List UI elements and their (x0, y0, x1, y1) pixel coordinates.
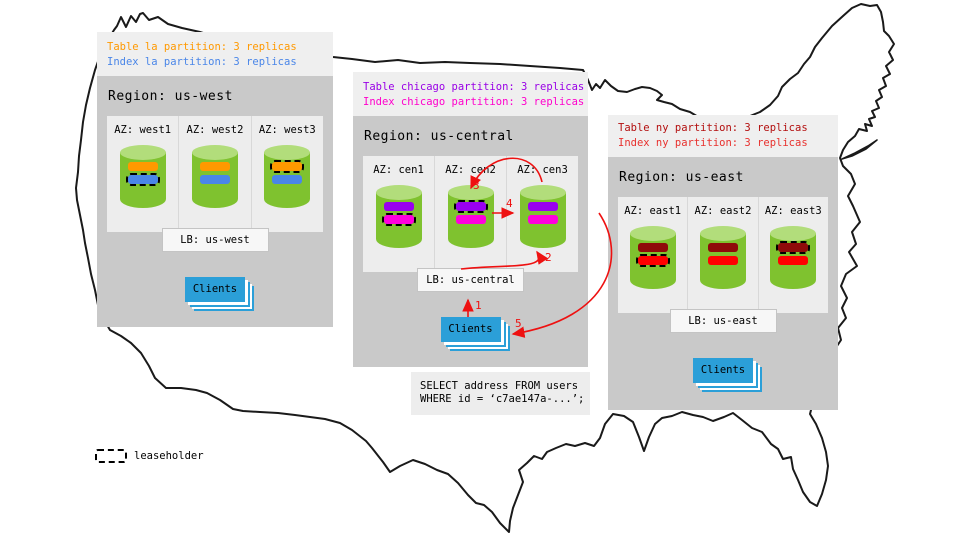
az-west2: AZ: west2 (179, 116, 252, 232)
az-east2: AZ: east2 (688, 197, 759, 313)
cylinder-top (119, 145, 166, 160)
cylinder-top (770, 226, 817, 241)
cylinder-top (629, 226, 676, 241)
az-cen1: AZ: cen1 (363, 156, 435, 272)
az-row: AZ: east1 AZ: east2 (618, 197, 828, 313)
az-east1: AZ: east1 (618, 197, 689, 313)
load-balancer-us-east: LB: us-east (669, 309, 777, 333)
sql-query-box: SELECT address FROM users WHERE id = ‘c7… (411, 372, 590, 415)
leaseholder-legend-label: leaseholder (134, 450, 204, 462)
index-replica-bar (455, 215, 486, 224)
cylinder-top (191, 145, 238, 160)
az-east3: AZ: east3 (759, 197, 828, 313)
index-replica-bar (527, 215, 558, 224)
region-title: Region: us-central (364, 129, 514, 144)
az-label: AZ: west1 (114, 124, 172, 136)
clients-us-east: Clients (693, 358, 753, 383)
region-title: Region: us-east (619, 170, 744, 185)
table-replica-bar (707, 243, 738, 252)
az-label: AZ: cen1 (373, 164, 424, 176)
db-node-cylinder (375, 185, 422, 248)
leaseholder-legend: leaseholder (95, 449, 204, 463)
clients-us-west: Clients (185, 277, 245, 302)
region-box-us-east: Region: us-east AZ: east1 AZ: east2 (608, 157, 838, 410)
db-node-cylinder (447, 185, 494, 248)
cylinder-top (264, 145, 311, 160)
table-partition-note: Table la partition: 3 replicas (107, 41, 297, 53)
table-partition-note: Table chicago partition: 3 replicas (363, 81, 585, 93)
sql-query-line-1: SELECT address FROM users (420, 380, 579, 392)
az-label: AZ: west2 (186, 124, 244, 136)
db-node-cylinder (629, 226, 676, 289)
db-node-cylinder (191, 145, 238, 208)
region-box-us-central: Region: us-central AZ: cen1 AZ: cen2 (353, 116, 588, 367)
partition-callout-us-west: Table la partition: 3 replicas Index la … (97, 32, 333, 76)
table-replica-bar (199, 162, 230, 171)
cylinder-top (519, 185, 566, 200)
az-label: AZ: east2 (694, 205, 752, 217)
az-label: AZ: cen3 (517, 164, 568, 176)
az-row: AZ: west1 AZ: west2 (107, 116, 323, 232)
region-us-west: Table la partition: 3 replicas Index la … (97, 32, 333, 327)
partition-callout-us-east: Table ny partition: 3 replicas Index ny … (608, 115, 838, 157)
az-row: AZ: cen1 AZ: cen2 (363, 156, 578, 272)
table-replica-bar (527, 202, 558, 211)
az-cen3: AZ: cen3 (507, 156, 578, 272)
db-node-cylinder (770, 226, 817, 289)
table-replica-bar (383, 202, 414, 211)
table-partition-note: Table ny partition: 3 replicas (618, 122, 808, 134)
az-label: AZ: east3 (764, 205, 822, 217)
table-replica-bar (453, 200, 488, 213)
region-title: Region: us-west (108, 89, 233, 104)
table-replica-bar (776, 241, 811, 254)
az-cen2: AZ: cen2 (435, 156, 507, 272)
region-box-us-west: Region: us-west AZ: west1 AZ: west2 (97, 76, 333, 327)
index-replica-bar (707, 256, 738, 265)
partition-callout-us-central: Table chicago partition: 3 replicas Inde… (353, 72, 588, 116)
index-replica-bar (778, 256, 809, 265)
index-partition-note: Index la partition: 3 replicas (107, 56, 297, 68)
cylinder-top (699, 226, 746, 241)
db-node-cylinder (264, 145, 311, 208)
az-label: AZ: east1 (624, 205, 682, 217)
az-west1: AZ: west1 (107, 116, 180, 232)
az-label: AZ: west3 (258, 124, 316, 136)
db-node-cylinder (699, 226, 746, 289)
clients-us-central: Clients (440, 317, 501, 342)
index-replica-bar (199, 175, 230, 184)
az-west3: AZ: west3 (252, 116, 323, 232)
index-partition-note: Index ny partition: 3 replicas (618, 137, 808, 149)
table-replica-bar (270, 160, 305, 173)
cylinder-top (375, 185, 422, 200)
index-replica-bar (272, 175, 303, 184)
region-us-east: Table ny partition: 3 replicas Index ny … (608, 115, 838, 410)
sql-query-line-2: WHERE id = ‘c7ae147a-...’; (420, 393, 585, 405)
leaseholder-swatch-icon (95, 449, 127, 463)
index-replica-bar (381, 213, 416, 226)
index-replica-bar (635, 254, 670, 267)
db-node-cylinder (519, 185, 566, 248)
region-us-central: Table chicago partition: 3 replicas Inde… (353, 72, 588, 367)
az-label: AZ: cen2 (445, 164, 496, 176)
index-replica-bar (125, 173, 160, 186)
table-replica-bar (637, 243, 668, 252)
db-node-cylinder (119, 145, 166, 208)
load-balancer-us-west: LB: us-west (161, 228, 269, 252)
table-replica-bar (127, 162, 158, 171)
load-balancer-us-central: LB: us-central (417, 268, 524, 292)
index-partition-note: Index chicago partition: 3 replicas (363, 96, 585, 108)
cylinder-top (447, 185, 494, 200)
